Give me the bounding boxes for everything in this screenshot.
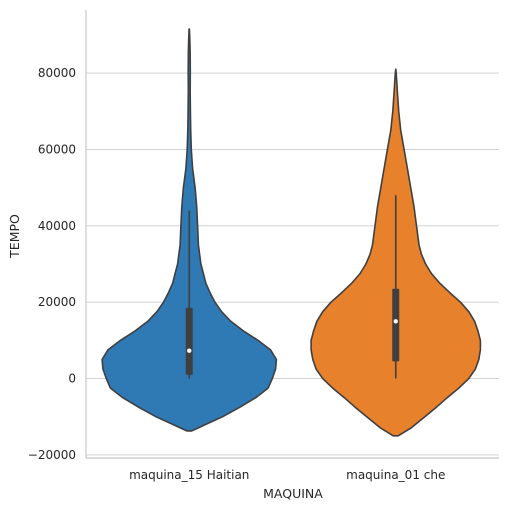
violins [101, 28, 482, 437]
y-tick-label: 20000 [38, 295, 76, 309]
x-tick-label: maquina_01 che [346, 468, 445, 482]
y-axis-title: TEMPO [7, 214, 22, 259]
y-tick-label: 0 [68, 372, 76, 386]
iqr-box [392, 288, 400, 362]
x-tick-labels: maquina_15 Haitian maquina_01 che [129, 468, 445, 482]
y-tick-label: 60000 [38, 142, 76, 156]
median-marker [393, 319, 398, 324]
y-tick-label: −20000 [28, 448, 76, 462]
y-tick-label: 40000 [38, 219, 76, 233]
x-tick-label: maquina_15 Haitian [129, 468, 249, 482]
y-tick-label: 80000 [38, 66, 76, 80]
median-marker [187, 348, 192, 353]
axes [85, 10, 499, 459]
x-axis-title: MAQUINA [263, 486, 323, 501]
iqr-box [185, 307, 193, 375]
y-tick-labels: −20000 0 20000 40000 60000 80000 [28, 66, 76, 462]
